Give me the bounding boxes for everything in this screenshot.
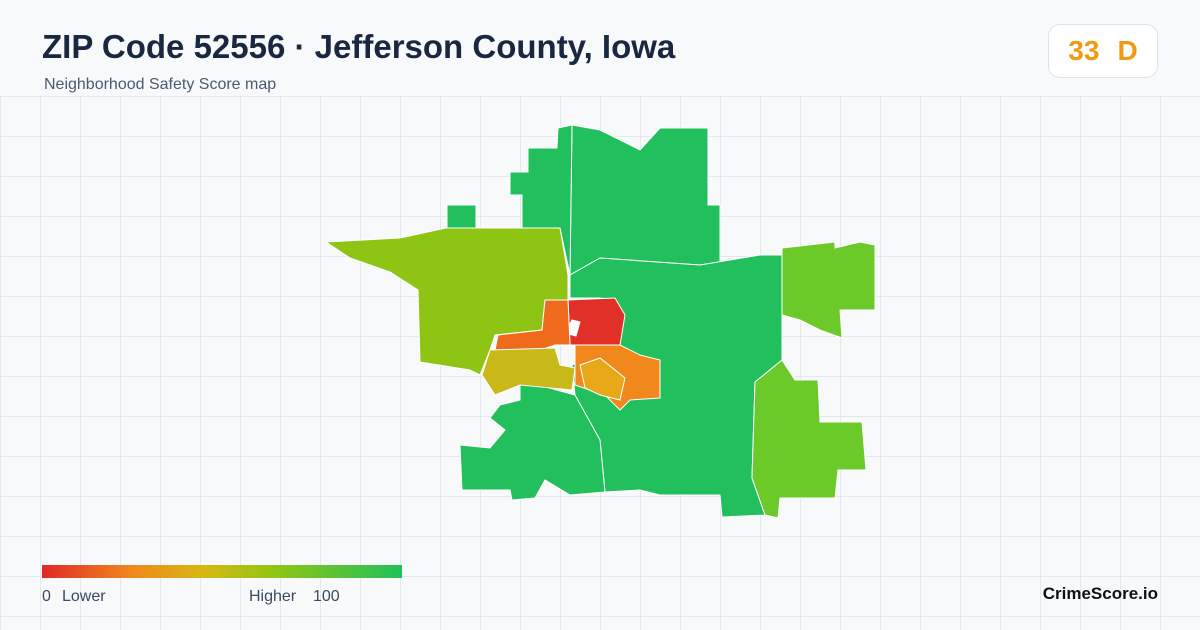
legend-min-label: Lower: [62, 588, 106, 605]
brand: CrimeScore.io: [1042, 584, 1158, 603]
score-badge: 33 D: [1048, 24, 1158, 78]
region: [751, 359, 867, 519]
legend-gradient: [42, 565, 402, 578]
legend-max: 100: [313, 588, 340, 605]
region: [459, 379, 606, 501]
title: ZIP Code 52556 · Jefferson County, Iowa: [42, 28, 676, 65]
region: [481, 347, 576, 396]
header: ZIP Code 52556 · Jefferson County, Iowa …: [0, 0, 1200, 96]
region: [446, 204, 477, 229]
subtitle: Neighborhood Safety Score map: [44, 76, 277, 93]
legend-max-label: Higher: [249, 588, 297, 605]
region: [569, 124, 721, 276]
legend-min: 0: [42, 588, 51, 605]
region: [781, 241, 876, 339]
region: [579, 357, 626, 401]
grade: D: [1117, 35, 1138, 66]
region: [324, 227, 569, 376]
score: 33: [1068, 35, 1100, 66]
